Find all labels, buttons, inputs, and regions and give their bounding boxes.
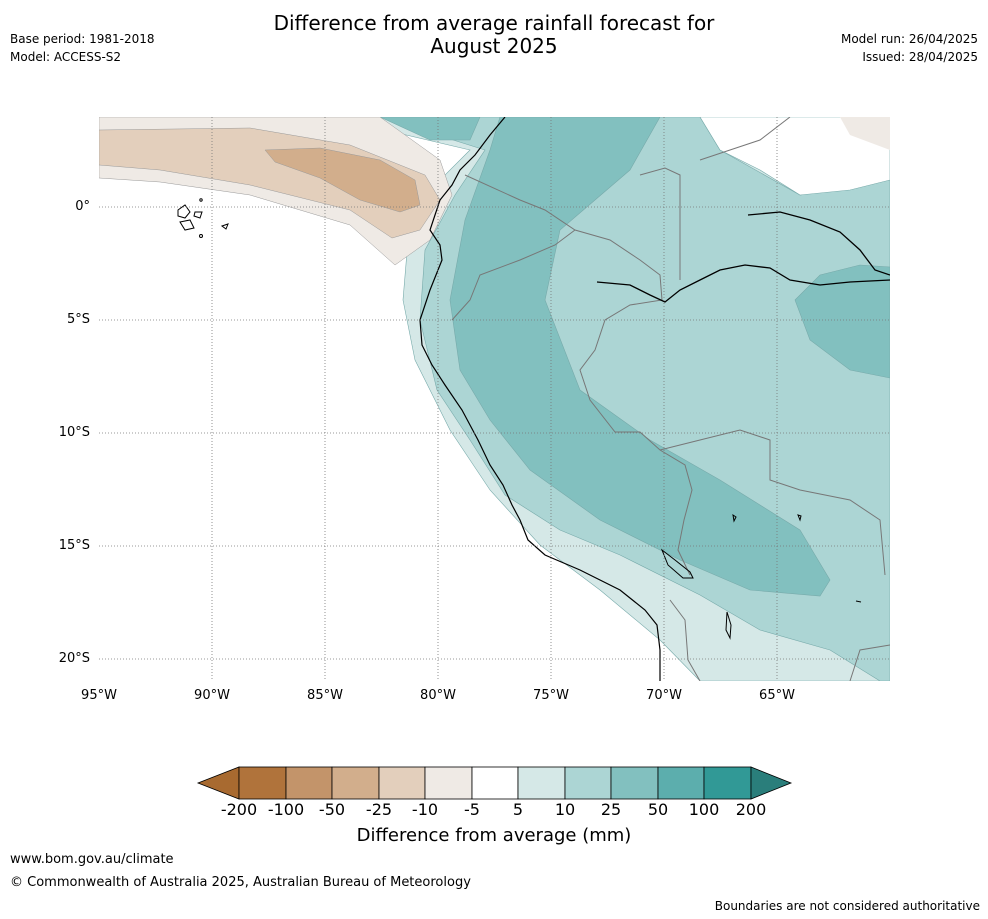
meta-right: Model run: 26/04/2025 Issued: 28/04/2025 — [841, 30, 978, 66]
title-line-1: Difference from average rainfall forecas… — [273, 11, 715, 35]
lon-tick-80w: 80°W — [420, 688, 456, 703]
model-run: Model run: 26/04/2025 — [840, 32, 978, 46]
map-area — [99, 117, 890, 681]
colorbar-label: 100 — [688, 800, 720, 819]
white-patch-ne — [699, 117, 890, 196]
lat-tick-20s: 20°S — [58, 651, 90, 666]
gridlines — [99, 117, 890, 681]
colorbar-extend-high — [750, 766, 793, 800]
colorbar-extend-low — [196, 766, 240, 800]
lat-tick-10s: 10°S — [58, 425, 90, 440]
meta-left: Base period: 1981-2018 Model: ACCESS-S2 — [10, 30, 155, 66]
colorbar-bin-7 — [517, 766, 566, 800]
footer-copyright: © Commonwealth of Australia 2025, Austra… — [10, 875, 471, 890]
colorbar-bin-4 — [378, 766, 426, 800]
wet-region-25-50-east — [794, 264, 890, 379]
wet-region-25-50-andes — [449, 117, 831, 597]
country-borders — [451, 117, 890, 681]
lat-tick-15s: 15°S — [58, 538, 90, 553]
lon-tick-70w: 70°W — [646, 688, 682, 703]
colorbar-label: 200 — [735, 800, 767, 819]
colorbar-label: -200 — [220, 800, 258, 819]
chart-title: Difference from average rainfall forecas… — [0, 12, 988, 58]
colorbar-labels: -200 -100 -50 -25 -10 -5 5 10 25 50 100 … — [0, 800, 988, 820]
lat-tick-0: 0° — [75, 199, 90, 214]
colorbar-label: -50 — [318, 800, 346, 819]
colorbar-label: 10 — [554, 800, 576, 819]
issued-date: Issued: 28/04/2025 — [862, 50, 978, 64]
model-name: Model: ACCESS-S2 — [10, 50, 122, 64]
colorbar-bin-10 — [657, 766, 705, 800]
lon-tick-95w: 95°W — [81, 688, 117, 703]
colorbar-label: -10 — [411, 800, 439, 819]
colorbar-label: 5 — [512, 800, 524, 819]
colorbar-bin-3 — [331, 766, 380, 800]
colorbar-bin-1 — [238, 766, 287, 800]
colorbar-label: -5 — [464, 800, 480, 819]
colorbar-label: -25 — [365, 800, 393, 819]
lon-tick-90w: 90°W — [194, 688, 230, 703]
dry-patch-ne-2 — [840, 117, 890, 150]
colorbar-bin-8 — [564, 766, 612, 800]
lakes — [660, 513, 862, 640]
dry-region-25-50 — [264, 147, 421, 213]
colorbar-bin-5 — [424, 766, 473, 800]
lon-tick-65w: 65°W — [759, 688, 795, 703]
lon-tick-85w: 85°W — [307, 688, 343, 703]
galapagos-islands — [177, 198, 229, 238]
colorbar-bin-11 — [703, 766, 752, 800]
coastline — [419, 117, 661, 681]
colorbar-label: -100 — [267, 800, 305, 819]
amazon-river — [596, 211, 890, 303]
colorbar — [196, 766, 793, 800]
base-period: Base period: 1981-2018 — [10, 32, 155, 46]
title-line-2: August 2025 — [430, 34, 558, 58]
footer-boundaries-note: Boundaries are not considered authoritat… — [714, 899, 980, 913]
colorbar-bin-6 — [471, 766, 519, 800]
colorbar-bin-2 — [285, 766, 333, 800]
colorbar-title: Difference from average (mm) — [356, 825, 632, 846]
wet-region-top-patch — [379, 117, 481, 141]
lat-tick-5s: 5°S — [66, 312, 90, 327]
colorbar-label: 50 — [647, 800, 669, 819]
lon-tick-75w: 75°W — [533, 688, 569, 703]
footer-url[interactable]: www.bom.gov.au/climate — [10, 852, 174, 867]
colorbar-bin-9 — [610, 766, 659, 800]
colorbar-label: 25 — [600, 800, 622, 819]
